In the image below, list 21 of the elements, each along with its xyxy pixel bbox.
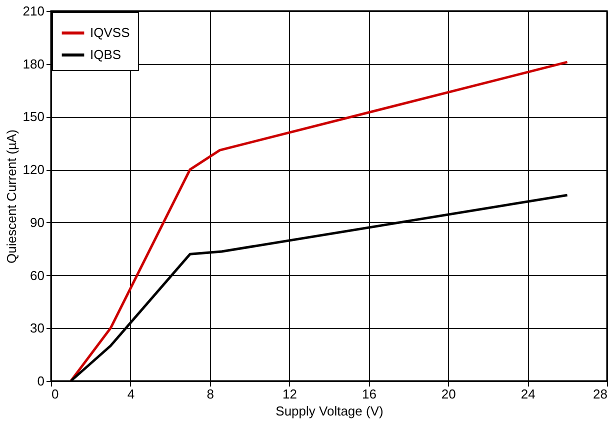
legend-label: IQVSS <box>90 25 130 40</box>
x-axis-title: Supply Voltage (V) <box>276 404 384 418</box>
legend-label: IQBS <box>90 47 122 62</box>
y-tick-label: 180 <box>22 56 44 72</box>
y-tick-label: 210 <box>22 4 44 18</box>
y-tick-label: 0 <box>37 374 44 388</box>
x-tick-label: 24 <box>520 386 536 402</box>
x-tick-label: 20 <box>441 386 456 402</box>
x-tick-label: 12 <box>282 386 298 402</box>
x-tick-label: 16 <box>362 386 376 402</box>
y-tick-label: 90 <box>30 214 44 230</box>
y-tick-label: 150 <box>22 109 44 124</box>
line-series <box>70 60 569 382</box>
x-tick-label: 28 <box>593 386 608 402</box>
y-tick-label: 30 <box>30 320 44 336</box>
x-tick-label: 0 <box>52 386 59 402</box>
x-tick-label: 4 <box>127 386 135 402</box>
y-tick-label: 60 <box>30 268 44 283</box>
y-axis-title: Quiescent Current (µA) <box>4 130 19 264</box>
x-tick-label: 8 <box>206 386 214 402</box>
y-tick-label: 120 <box>22 162 44 178</box>
